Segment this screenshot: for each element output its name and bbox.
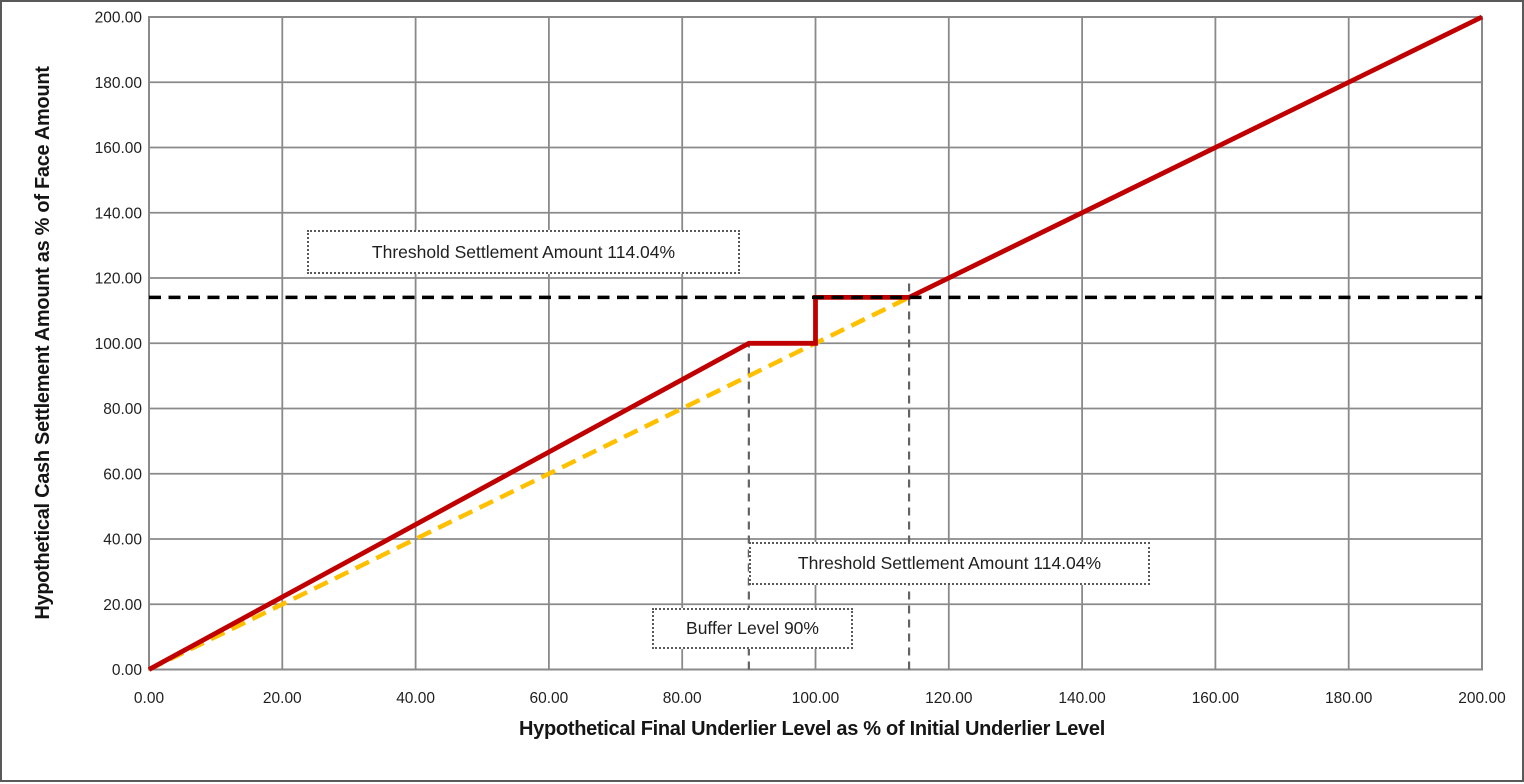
y-tick-label: 200.00 — [95, 10, 143, 27]
y-tick-label: 0.00 — [112, 662, 143, 679]
y-axis-tick-labels: 0.00 20.00 40.00 60.00 80.00 100.00 120.00 140.… — [95, 10, 143, 680]
x-tick-label: 100.00 — [792, 690, 840, 707]
x-tick-label: 160.00 — [1192, 690, 1240, 707]
x-tick-label: 180.00 — [1325, 690, 1373, 707]
threshold-settlement-callout-upper: Threshold Settlement Amount 114.04% — [307, 230, 740, 274]
x-axis-tick-labels: 0.00 20.00 40.00 60.00 80.00 100.00 120.00 140.… — [134, 690, 1506, 707]
x-axis-title: Hypothetical Final Underlier Level as % … — [519, 718, 1105, 740]
plot-border — [148, 16, 1483, 671]
guide-lines — [747, 278, 911, 670]
x-tick-label: 80.00 — [663, 690, 702, 707]
x-tick-label: 40.00 — [396, 690, 435, 707]
y-axis-title: Hypothetical Cash Settlement Amount as %… — [32, 66, 54, 620]
y-tick-label: 180.00 — [95, 75, 143, 92]
y-tick-label: 60.00 — [103, 466, 142, 483]
buffer-level-callout: Buffer Level 90% — [652, 608, 853, 649]
y-tick-label: 40.00 — [103, 532, 142, 549]
x-tick-label: 60.00 — [530, 690, 569, 707]
series-underlier-one-to-one-reference — [148, 295, 911, 672]
y-tick-label: 20.00 — [103, 597, 142, 614]
plot-area-border — [148, 16, 1483, 671]
x-tick-label: 20.00 — [263, 690, 302, 707]
y-tick-label: 140.00 — [95, 205, 143, 222]
x-tick-label: 140.00 — [1058, 690, 1106, 707]
threshold-settlement-callout-lower: Threshold Settlement Amount 114.04% — [749, 542, 1150, 585]
y-tick-label: 160.00 — [95, 140, 143, 157]
y-tick-label: 100.00 — [95, 336, 143, 353]
x-tick-label: 200.00 — [1458, 690, 1506, 707]
series-hypothetical-cash-settlement-payoff — [147, 14, 1484, 672]
data-series — [147, 14, 1484, 672]
x-tick-label: 120.00 — [925, 690, 973, 707]
y-tick-label: 80.00 — [103, 401, 142, 418]
y-tick-label: 120.00 — [95, 271, 143, 288]
x-tick-label: 0.00 — [134, 690, 165, 707]
